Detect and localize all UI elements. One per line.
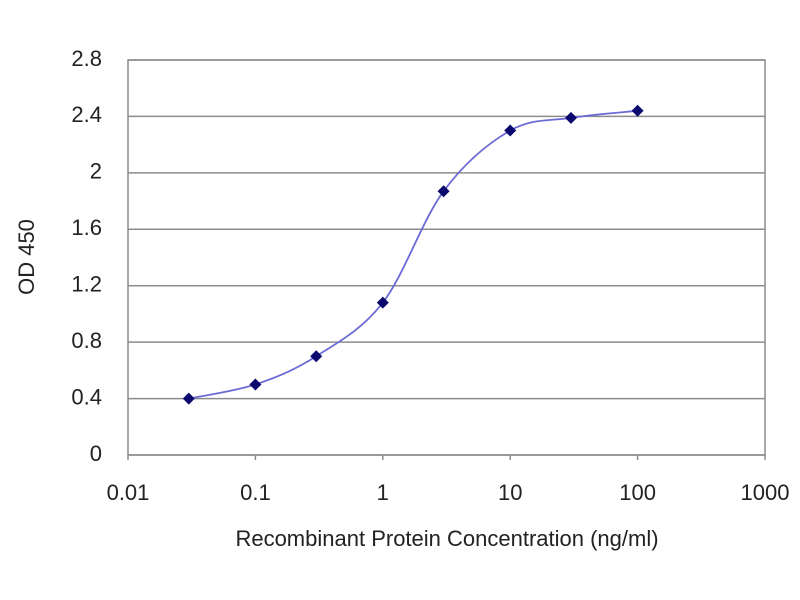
data-point [504,124,517,137]
data-point [631,104,644,117]
y-tick-label: 2.8 [71,46,102,71]
y-tick-label: 1.2 [71,272,102,297]
x-tick-label: 1000 [741,480,790,505]
x-tick-label: 1 [377,480,389,505]
data-point [310,350,323,363]
data-point [437,185,450,198]
y-tick-label: 0.8 [71,328,102,353]
plot-area [127,59,766,456]
y-tick-label: 2 [90,159,102,184]
y-tick-label: 0 [90,441,102,466]
y-axis-label: OD 450 [14,219,39,295]
x-tick-label: 10 [498,480,522,505]
y-tick-label: 2.4 [71,102,102,127]
x-tick-label: 0.1 [240,480,271,505]
series-line [188,109,638,400]
y-tick-label: 1.6 [71,215,102,240]
data-point [376,296,389,309]
data-point [564,111,577,124]
y-tick-label: 0.4 [71,384,102,409]
x-tick-label: 0.01 [107,480,150,505]
x-tick-label: 100 [619,480,656,505]
x-axis-label: Recombinant Protein Concentration (ng/ml… [235,526,658,551]
data-point [182,392,195,405]
data-point [249,378,262,391]
